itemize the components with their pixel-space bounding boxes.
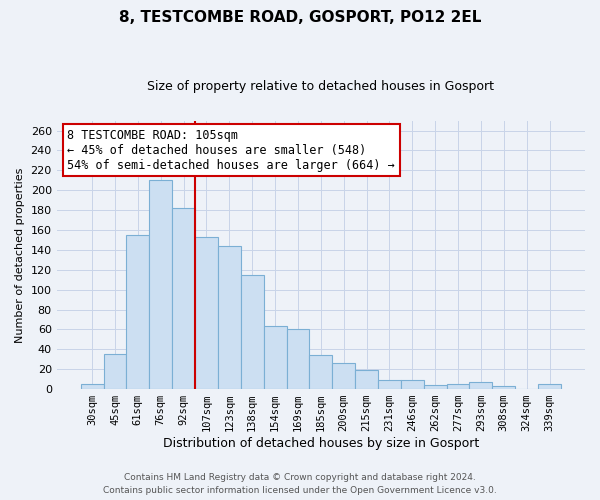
Bar	[401, 380, 424, 389]
Bar	[538, 384, 561, 389]
Bar	[424, 385, 446, 389]
Bar	[104, 354, 127, 389]
Bar	[332, 363, 355, 389]
X-axis label: Distribution of detached houses by size in Gosport: Distribution of detached houses by size …	[163, 437, 479, 450]
Bar	[310, 356, 332, 389]
Bar	[355, 370, 378, 389]
Text: Contains HM Land Registry data © Crown copyright and database right 2024.
Contai: Contains HM Land Registry data © Crown c…	[103, 474, 497, 495]
Bar	[80, 384, 104, 389]
Bar	[241, 274, 263, 389]
Y-axis label: Number of detached properties: Number of detached properties	[15, 167, 25, 342]
Bar	[446, 384, 469, 389]
Bar	[149, 180, 172, 389]
Bar	[172, 208, 195, 389]
Bar	[195, 237, 218, 389]
Bar	[378, 380, 401, 389]
Text: 8 TESTCOMBE ROAD: 105sqm
← 45% of detached houses are smaller (548)
54% of semi-: 8 TESTCOMBE ROAD: 105sqm ← 45% of detach…	[67, 128, 395, 172]
Bar	[263, 326, 287, 389]
Bar	[127, 235, 149, 389]
Title: Size of property relative to detached houses in Gosport: Size of property relative to detached ho…	[148, 80, 494, 93]
Bar	[469, 382, 493, 389]
Bar	[218, 246, 241, 389]
Text: 8, TESTCOMBE ROAD, GOSPORT, PO12 2EL: 8, TESTCOMBE ROAD, GOSPORT, PO12 2EL	[119, 10, 481, 25]
Bar	[287, 330, 310, 389]
Bar	[493, 386, 515, 389]
